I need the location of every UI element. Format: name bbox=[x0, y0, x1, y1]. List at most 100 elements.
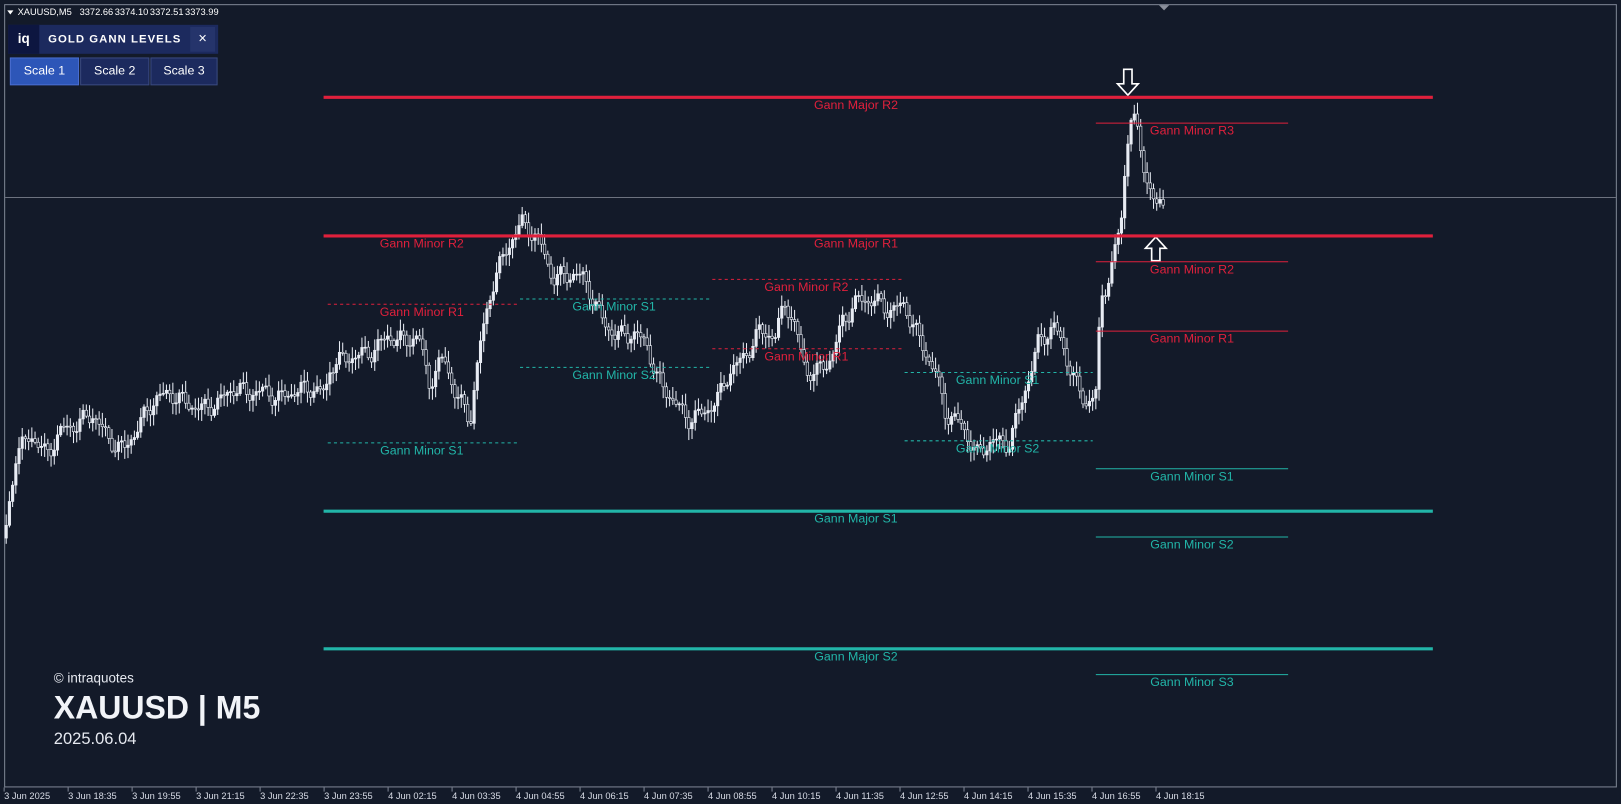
candle-body bbox=[889, 310, 893, 318]
level-label: Gann Minor R2 bbox=[380, 236, 464, 250]
candle-body bbox=[501, 254, 505, 257]
candle-body bbox=[331, 372, 335, 375]
candle-body bbox=[126, 444, 130, 448]
level-label: Gann Major S2 bbox=[814, 649, 898, 663]
candle-body bbox=[863, 300, 867, 303]
candle-body bbox=[841, 314, 845, 327]
scale-label[interactable]: Scale 2 bbox=[94, 64, 135, 78]
candle-body bbox=[120, 440, 124, 443]
candle-body bbox=[62, 425, 66, 428]
scale-button[interactable] bbox=[150, 57, 218, 86]
candle-body bbox=[59, 425, 63, 436]
candle-body bbox=[732, 364, 736, 375]
candle-body bbox=[456, 397, 460, 399]
level-label: Gann Minor S1 bbox=[1150, 469, 1234, 483]
candle-body bbox=[879, 293, 883, 300]
candle-body bbox=[104, 426, 108, 429]
level-label: Gann Minor S1 bbox=[956, 373, 1040, 387]
candle-body bbox=[1103, 295, 1107, 298]
candle-body bbox=[552, 277, 556, 286]
candle-body bbox=[283, 390, 287, 397]
candle-body bbox=[498, 256, 502, 274]
time-label: 4 Jun 08:55 bbox=[708, 791, 757, 801]
candle-body bbox=[780, 305, 784, 319]
candle-body bbox=[1043, 336, 1047, 345]
candle-body bbox=[1062, 337, 1066, 349]
time-label: 3 Jun 21:15 bbox=[196, 791, 245, 801]
time-label: 4 Jun 12:55 bbox=[900, 791, 949, 801]
candle-body bbox=[703, 412, 707, 415]
close-button[interactable] bbox=[190, 26, 216, 52]
candle-body bbox=[796, 321, 800, 335]
candle-body bbox=[1132, 113, 1136, 121]
candle-body bbox=[1036, 334, 1040, 353]
candle-body bbox=[853, 295, 858, 310]
time-label: 3 Jun 22:35 bbox=[260, 791, 309, 801]
candle-body bbox=[927, 356, 931, 362]
candle-body bbox=[1046, 338, 1050, 345]
candle-body bbox=[668, 397, 672, 399]
candle-body bbox=[414, 335, 418, 340]
candle-body bbox=[937, 370, 941, 378]
watermark-date: 2025.06.04 bbox=[54, 729, 137, 748]
candle-body bbox=[581, 271, 585, 275]
candle-body bbox=[369, 357, 374, 363]
candle-body bbox=[376, 339, 380, 351]
candle-body bbox=[597, 301, 601, 306]
menu-triangle[interactable] bbox=[7, 10, 14, 15]
candle-body bbox=[706, 410, 710, 414]
candle-body bbox=[116, 441, 120, 452]
candle-body bbox=[760, 324, 765, 334]
candle-body bbox=[261, 386, 265, 392]
candle-body bbox=[517, 225, 521, 235]
candle-body bbox=[655, 371, 659, 374]
scale-label[interactable]: Scale 1 bbox=[24, 64, 65, 78]
candle-body bbox=[437, 357, 441, 372]
candle-body bbox=[876, 293, 880, 302]
candle-body bbox=[934, 368, 938, 372]
candle-body bbox=[366, 346, 370, 359]
level-label: Gann Minor R2 bbox=[764, 280, 848, 294]
candle-body bbox=[270, 395, 274, 406]
level-label: Gann Minor S1 bbox=[380, 443, 464, 457]
level-label: Gann Minor S2 bbox=[572, 368, 656, 382]
candle-body bbox=[174, 402, 178, 405]
scale-label[interactable]: Scale 3 bbox=[163, 64, 204, 78]
candle-body bbox=[100, 423, 104, 428]
candle-body bbox=[363, 346, 367, 349]
up-arrow bbox=[1143, 235, 1168, 262]
time-label: 4 Jun 11:35 bbox=[836, 791, 884, 801]
candle-body bbox=[1007, 448, 1011, 453]
candle-body bbox=[408, 345, 412, 347]
candle-body bbox=[81, 409, 85, 420]
level-label: Gann Minor S2 bbox=[956, 441, 1040, 455]
time-label: 4 Jun 10:15 bbox=[772, 791, 821, 801]
candle-body bbox=[1155, 198, 1159, 204]
candle-body bbox=[459, 394, 463, 398]
candle-body bbox=[722, 383, 726, 387]
logo-box bbox=[8, 24, 40, 54]
candle-body bbox=[341, 351, 345, 354]
candle-body bbox=[11, 484, 15, 502]
candle-body bbox=[1081, 390, 1085, 405]
candle-body bbox=[821, 361, 825, 370]
panel-title: GOLD GANN LEVELS bbox=[48, 33, 181, 45]
candle-body bbox=[568, 279, 572, 283]
candle-body bbox=[825, 368, 829, 371]
candle-body bbox=[257, 390, 261, 393]
candle-body bbox=[914, 322, 918, 325]
close-icon[interactable]: × bbox=[198, 31, 206, 47]
candle-body bbox=[1065, 348, 1069, 367]
scale-button[interactable] bbox=[9, 57, 80, 86]
candle-body bbox=[1001, 435, 1005, 441]
candle-body bbox=[684, 404, 688, 418]
candle-body bbox=[882, 298, 886, 314]
scale-button[interactable] bbox=[80, 57, 150, 86]
candle-body bbox=[911, 324, 915, 328]
candle-body bbox=[443, 356, 447, 363]
candle-body bbox=[238, 382, 242, 394]
watermark-copyright: © intraquotes bbox=[54, 670, 134, 685]
level-label: Gann Major R1 bbox=[814, 236, 898, 250]
candle-body bbox=[1091, 397, 1095, 402]
